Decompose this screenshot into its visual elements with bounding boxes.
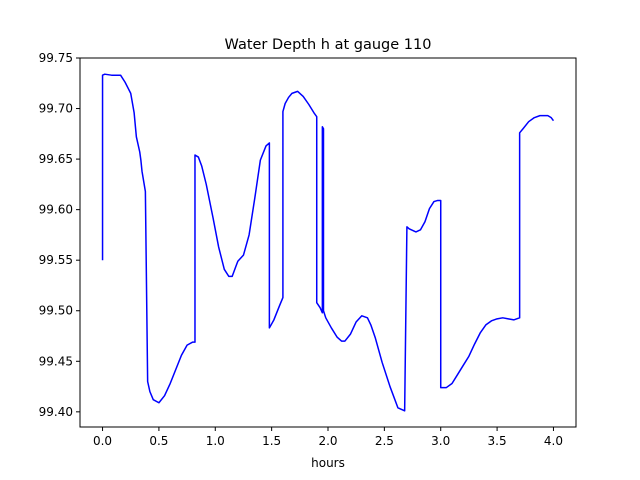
series-line (101, 73, 555, 412)
y-tick-label: 99.75 (39, 51, 73, 65)
x-tick-label: 1.5 (262, 434, 281, 448)
y-tick-label: 99.40 (39, 405, 73, 419)
y-tick-label: 99.70 (39, 102, 73, 116)
x-tick-label: 3.0 (431, 434, 450, 448)
y-tick-label: 99.65 (39, 152, 73, 166)
y-axis-ticks: 99.40 99.45 99.50 99.55 99.60 99.65 99.70 99.75 (39, 51, 80, 419)
y-tick-label: 99.55 (39, 253, 73, 267)
x-tick-label: 4.0 (544, 434, 563, 448)
y-tick-label: 99.60 (39, 203, 73, 217)
x-tick-label: 1.0 (206, 434, 225, 448)
x-tick-label: 0.0 (93, 434, 112, 448)
chart-title: Water Depth h at gauge 110 (225, 37, 432, 53)
x-axis-label: hours (311, 456, 345, 470)
x-tick-label: 3.5 (488, 434, 507, 448)
y-tick-label: 99.45 (39, 354, 73, 368)
y-tick-label: 99.50 (39, 304, 73, 318)
x-tick-label: 2.5 (375, 434, 394, 448)
x-tick-label: 0.5 (149, 434, 168, 448)
x-axis-ticks: 0.0 0.5 1.0 1.5 2.0 2.5 3.0 3.5 4.0 (93, 427, 563, 448)
x-tick-label: 2.0 (318, 434, 337, 448)
